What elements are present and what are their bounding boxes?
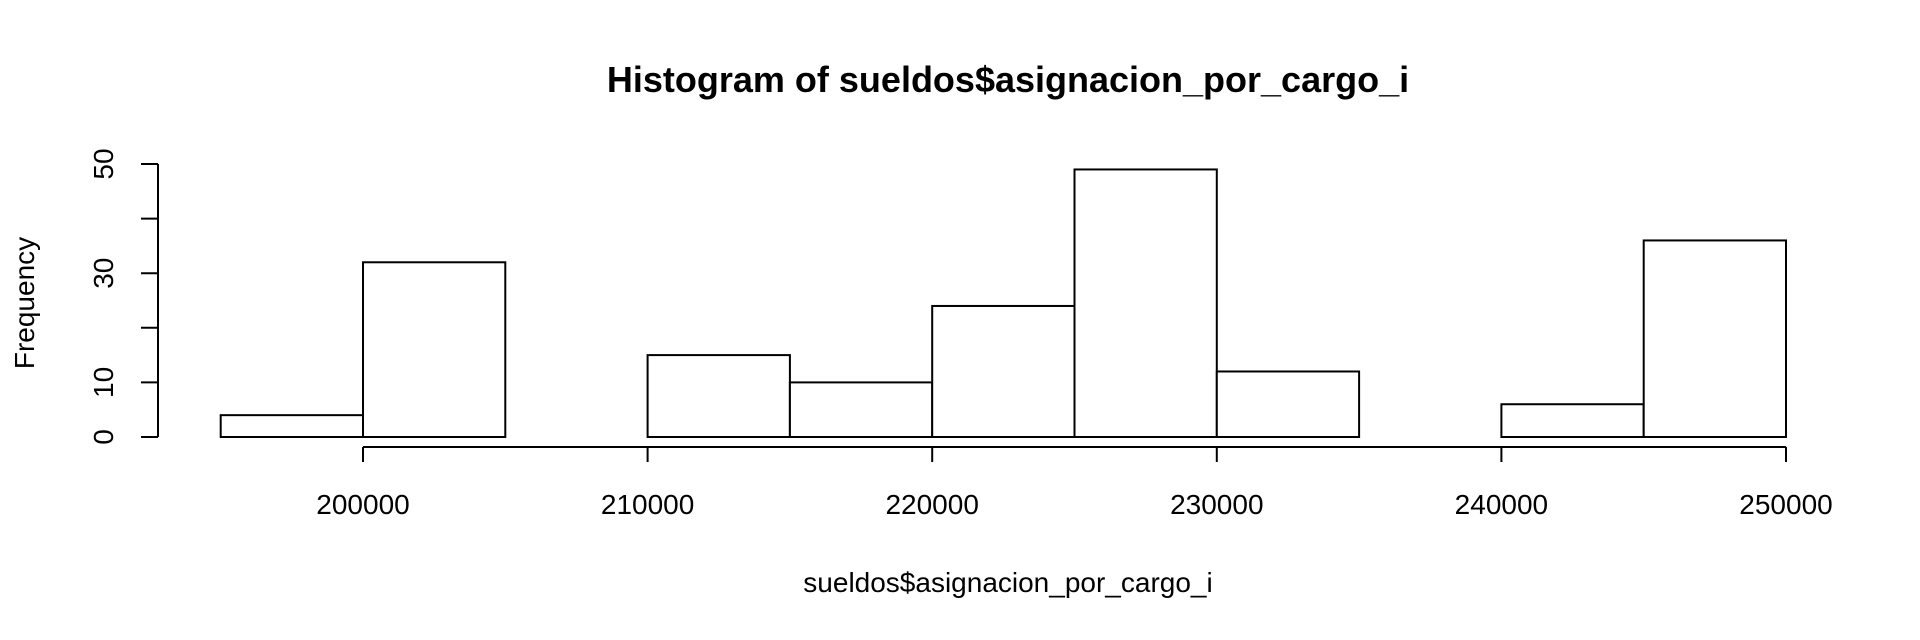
y-tick-label: 0 bbox=[88, 429, 119, 445]
histogram-bar bbox=[1215, 370, 1361, 439]
histogram-bar bbox=[1642, 239, 1787, 438]
histogram-bar bbox=[362, 261, 507, 438]
y-tick-label: 30 bbox=[88, 258, 119, 289]
y-axis: 0 10 30 50 bbox=[88, 148, 159, 445]
y-tick-label: 10 bbox=[88, 367, 119, 398]
x-tick-label: 220000 bbox=[885, 489, 978, 520]
y-tick-label: 50 bbox=[88, 148, 119, 179]
histogram-bars bbox=[219, 168, 1787, 439]
x-axis: 200000 210000 220000 230000 240000 250000 bbox=[316, 446, 1833, 520]
histogram-bar bbox=[788, 381, 934, 438]
x-axis-label: sueldos$asignacion_por_cargo_i bbox=[803, 567, 1212, 598]
x-tick-label: 200000 bbox=[316, 489, 409, 520]
x-tick-label: 230000 bbox=[1170, 489, 1263, 520]
chart-title: Histogram of sueldos$asignacion_por_carg… bbox=[607, 59, 1409, 100]
histogram-bar bbox=[219, 414, 364, 439]
histogram-bar bbox=[1500, 403, 1645, 438]
x-tick-label: 240000 bbox=[1455, 489, 1548, 520]
histogram-bar bbox=[646, 354, 791, 439]
histogram-bar bbox=[1073, 168, 1218, 439]
y-axis-label: Frequency bbox=[9, 237, 40, 369]
x-tick-label: 210000 bbox=[601, 489, 694, 520]
histogram-bar bbox=[931, 304, 1076, 438]
x-tick-label: 250000 bbox=[1739, 489, 1832, 520]
